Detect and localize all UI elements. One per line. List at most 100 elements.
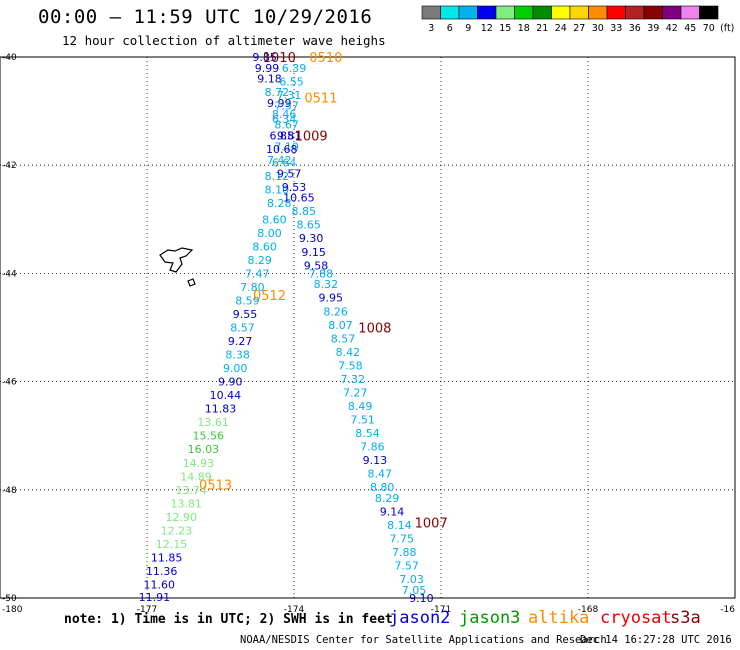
colorbar-label: 39: [647, 23, 659, 34]
colorbar-swatch: [514, 5, 534, 20]
swh-value: 9.95: [319, 292, 344, 305]
swh-value: 13.81: [170, 497, 202, 510]
legend-cryosat: cryosat: [600, 608, 672, 628]
swh-value: 10.65: [283, 192, 315, 205]
pass-time: 0510: [309, 51, 342, 66]
lat-label: -44: [2, 269, 17, 279]
colorbar-label: 45: [684, 23, 696, 34]
pass-time: 1007: [415, 516, 448, 531]
pass-time: 0511: [304, 92, 337, 107]
swh-value: 7.03: [399, 573, 424, 586]
swh-value: 11.60: [144, 578, 176, 591]
colorbar-swatch: [588, 5, 608, 20]
swh-value: 7.27: [343, 386, 368, 399]
swh-value: 8.28: [267, 197, 292, 210]
swh-value: 8.32: [314, 278, 339, 291]
colorbar-swatch: [699, 5, 719, 20]
swh-value: 8.60: [262, 213, 287, 226]
lon-label: -180: [2, 605, 23, 615]
swh-value: 8.00: [257, 227, 282, 240]
swh-value: 8.42: [336, 346, 361, 359]
island-main: [159, 247, 194, 273]
lon-label: -174: [284, 605, 305, 615]
swh-value: 13.74: [175, 484, 207, 497]
swh-value: 14.89: [180, 470, 212, 483]
swh-value: 9.81: [277, 129, 302, 142]
map-frame: [0, 56, 736, 599]
note-text: note: 1) Time is in UTC; 2) SWH is in fe…: [64, 612, 393, 627]
swh-value: 10.68: [266, 143, 298, 156]
colorbar-swatch: [532, 5, 552, 20]
swh-value: 7.05: [402, 584, 427, 597]
swh-value: 8.80: [370, 481, 395, 494]
generated-time: Dec 14 16:27:28 UTC 2016: [580, 634, 732, 646]
lat-label: -46: [2, 378, 17, 388]
swh-value: 7.51: [350, 413, 375, 426]
colorbar-swatch: [421, 5, 441, 20]
swh-value: 7.88: [392, 546, 417, 559]
swh-value: 14.93: [183, 457, 215, 470]
swh-value: 9.55: [233, 308, 258, 321]
swh-value: 9.30: [299, 232, 324, 245]
lon-label: -177: [137, 605, 157, 615]
swh-value: 8.46: [272, 108, 297, 121]
legend-s3a: s3a: [670, 608, 701, 628]
pass-time: 0512: [253, 289, 286, 304]
swh-value: 16.03: [188, 443, 220, 456]
swh-value: 8.07: [328, 319, 353, 332]
swh-value: 8.26: [323, 305, 348, 318]
swh-value: 6.55: [279, 75, 304, 88]
legend-jason3: jason3: [459, 608, 521, 628]
colorbar-swatch: [680, 5, 700, 20]
legend-jason2: jason2: [389, 608, 451, 628]
swh-value: 9.99: [267, 97, 292, 110]
colorbar-label: 36: [629, 23, 641, 34]
pass-time-labels: 1010 0510 0511 1009 0512 1008 0513 1007: [199, 51, 448, 531]
swh-value: 15.56: [193, 430, 225, 443]
swh-value: 8.72: [265, 86, 290, 99]
swh-value: 8.85: [292, 205, 317, 218]
colorbar-legend: 3 6 9 12 15 18 21 24 27 30 33 36 39 42 45 70 (ft): [421, 5, 734, 34]
colorbar-label: 30: [592, 23, 604, 34]
colorbar-label: 21: [536, 23, 548, 34]
colorbar-label: 15: [499, 23, 511, 34]
colorbar-swatch: [477, 5, 497, 20]
swh-value: 8.14: [387, 519, 412, 532]
swh-value: 7.57: [394, 560, 419, 573]
swh-value: 7.42: [267, 154, 292, 167]
swh-value: 7.31: [277, 89, 302, 102]
swh-value: 7.47: [245, 267, 270, 280]
swh-value: 8.10: [265, 184, 290, 197]
lat-label: -50: [2, 594, 17, 604]
swh-value: 7.58: [338, 359, 363, 372]
swh-value: 11.83: [205, 403, 237, 416]
swh-value: 7.86: [360, 441, 385, 454]
swh-value: 13.61: [197, 416, 229, 429]
swh-value: 6.34: [272, 113, 297, 126]
swh-value: 7.75: [390, 532, 415, 545]
swh-value: 8.49: [348, 400, 373, 413]
swh-value: 8.60: [252, 240, 277, 253]
pass-time: 1009: [295, 129, 328, 144]
swh-value: 9.99: [255, 62, 280, 75]
colorbar-swatch: [495, 5, 515, 20]
swh-value: 8.12: [265, 170, 290, 183]
swh-value: 7.32: [341, 373, 366, 386]
swh-value: 9.85: [252, 51, 277, 64]
swh-value: 11.91: [139, 591, 171, 604]
swh-value: 9.53: [282, 181, 307, 194]
legend-altika: altika: [528, 608, 590, 628]
colorbar-swatch: [458, 5, 478, 20]
swh-value: 11.36: [146, 565, 178, 578]
colorbar-label: 70: [703, 23, 715, 34]
swh-value: 8.65: [296, 219, 321, 232]
swh-value: 9.90: [218, 376, 243, 389]
lat-label: -42: [2, 161, 17, 171]
map-subtitle: 12 hour collection of altimeter wave hei…: [62, 33, 386, 48]
pass-time: 1008: [358, 322, 391, 337]
credit-text: NOAA/NESDIS Center for Satellite Applica…: [240, 634, 607, 646]
colorbar-label: 42: [666, 23, 678, 34]
pass-time: 1010: [263, 51, 296, 66]
colorbar-label: 6: [447, 23, 453, 34]
